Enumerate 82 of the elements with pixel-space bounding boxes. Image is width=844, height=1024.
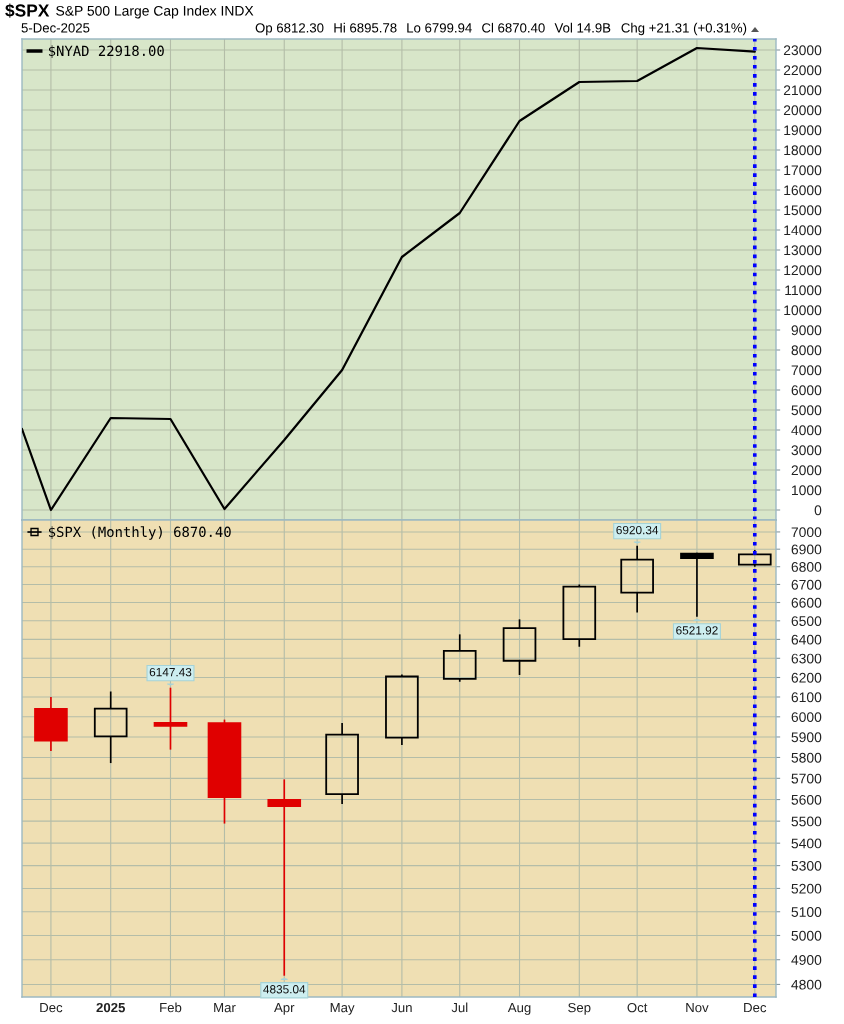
y-tick-label: 3000 xyxy=(791,445,822,456)
y-tick-label: 16000 xyxy=(784,185,822,196)
x-tick-label: Feb xyxy=(160,1002,182,1013)
text: Op 6812.30 xyxy=(255,23,324,36)
y-tick-label: 19000 xyxy=(784,125,822,136)
y-tick-label: 5800 xyxy=(791,752,822,763)
text: Hi 6895.78 xyxy=(334,22,397,33)
y-tick-label: 4800 xyxy=(791,979,822,990)
y-tick-label: 13000 xyxy=(784,245,822,256)
y-tick-label: 0 xyxy=(814,505,822,516)
y-tick-label: 7000 xyxy=(791,527,822,538)
y-tick-label: 5000 xyxy=(791,405,822,416)
legend-label: $NYAD 22918.00 xyxy=(48,45,164,58)
y-tick-label: 17000 xyxy=(784,165,822,176)
x-tick-label: Nov xyxy=(686,1003,709,1013)
x-tick-label: Mar xyxy=(214,1003,236,1013)
y-tick-label: 10000 xyxy=(784,305,822,316)
y-tick-label: 6600 xyxy=(791,597,822,608)
y-tick-label: 6000 xyxy=(791,712,822,722)
y-tick-label: 5300 xyxy=(791,860,822,871)
x-tick-label: Oct xyxy=(627,1002,648,1013)
annotation: 4835.04 xyxy=(263,985,306,994)
annotation: 6147.43 xyxy=(149,667,192,677)
y-tick-label: 12000 xyxy=(784,265,822,276)
candlestick xyxy=(620,544,654,614)
x-tick-label: Sep xyxy=(568,1002,591,1015)
y-tick-label: 5500 xyxy=(791,816,822,827)
y-tick-label: 9000 xyxy=(791,325,822,336)
y-tick-label: 5200 xyxy=(791,883,822,894)
x-tick-label: Dec xyxy=(744,1003,767,1013)
candlestick xyxy=(93,690,128,764)
y-tick-label: 6900 xyxy=(791,544,822,555)
candlestick xyxy=(325,722,359,805)
y-tick-label: 8000 xyxy=(791,345,822,356)
text: Chg +21.31 (+0.31%) xyxy=(621,22,747,36)
candlestick xyxy=(34,696,68,752)
y-tick-label: 2000 xyxy=(791,465,822,476)
y-tick-label: 14000 xyxy=(784,225,822,236)
x-tick-label: Apr xyxy=(274,1003,295,1015)
y-tick-label: 11000 xyxy=(785,285,822,296)
text: Vol 14.9B xyxy=(554,22,611,33)
x-tick-label: Jun xyxy=(391,1003,412,1013)
y-tick-label: 6500 xyxy=(791,616,822,626)
y-tick-label: 15000 xyxy=(784,205,822,216)
y-tick-label: 4900 xyxy=(791,955,822,965)
y-tick-label: 21000 xyxy=(783,85,822,96)
chart-subtitle: S&P 500 Large Cap Index INDX xyxy=(56,5,254,19)
y-tick-label: 7000 xyxy=(791,365,822,376)
y-tick-label: 20000 xyxy=(783,105,822,116)
y-tick-label: 6800 xyxy=(791,562,822,572)
y-tick-label: 5100 xyxy=(791,907,822,917)
y-tick-label: 18000 xyxy=(784,145,822,156)
text: Cl 6870.40 xyxy=(482,22,545,33)
x-tick-label: Dec xyxy=(40,1003,63,1013)
y-tick-label: 23000 xyxy=(783,45,822,56)
text: Lo 6799.94 xyxy=(407,23,472,33)
y-tick-label: 5600 xyxy=(791,794,822,805)
x-tick-label: Aug xyxy=(507,1003,531,1015)
y-tick-label: 6400 xyxy=(791,634,822,645)
x-tick-label: 2025 xyxy=(96,1002,126,1013)
y-tick-label: 5700 xyxy=(791,773,822,784)
y-tick-label: 5900 xyxy=(791,732,822,743)
line-series xyxy=(22,46,756,512)
x-tick-label: May xyxy=(330,1003,355,1015)
y-tick-label: 4000 xyxy=(791,425,822,436)
chart-title: $SPX xyxy=(5,3,50,18)
y-tick-label: 5400 xyxy=(791,838,822,849)
y-tick-label: 6200 xyxy=(791,672,822,683)
y-tick-label: 1000 xyxy=(792,485,822,496)
annotation: 6521.92 xyxy=(676,626,718,635)
y-tick-label: 6300 xyxy=(791,653,822,664)
candlestick xyxy=(153,686,188,751)
candlestick xyxy=(562,583,597,648)
y-tick-label: 6700 xyxy=(791,579,822,590)
x-tick-label: Jul xyxy=(451,1002,468,1013)
text: 5-Dec-2025 xyxy=(21,23,90,33)
y-tick-label: 22000 xyxy=(783,65,822,76)
y-tick-label: 6000 xyxy=(791,385,822,396)
annotation: 6920.34 xyxy=(616,525,659,535)
legend-label: $SPX (Monthly) 6870.40 xyxy=(48,526,231,540)
y-tick-label: 5000 xyxy=(791,930,822,941)
y-tick-label: 6100 xyxy=(791,692,822,703)
